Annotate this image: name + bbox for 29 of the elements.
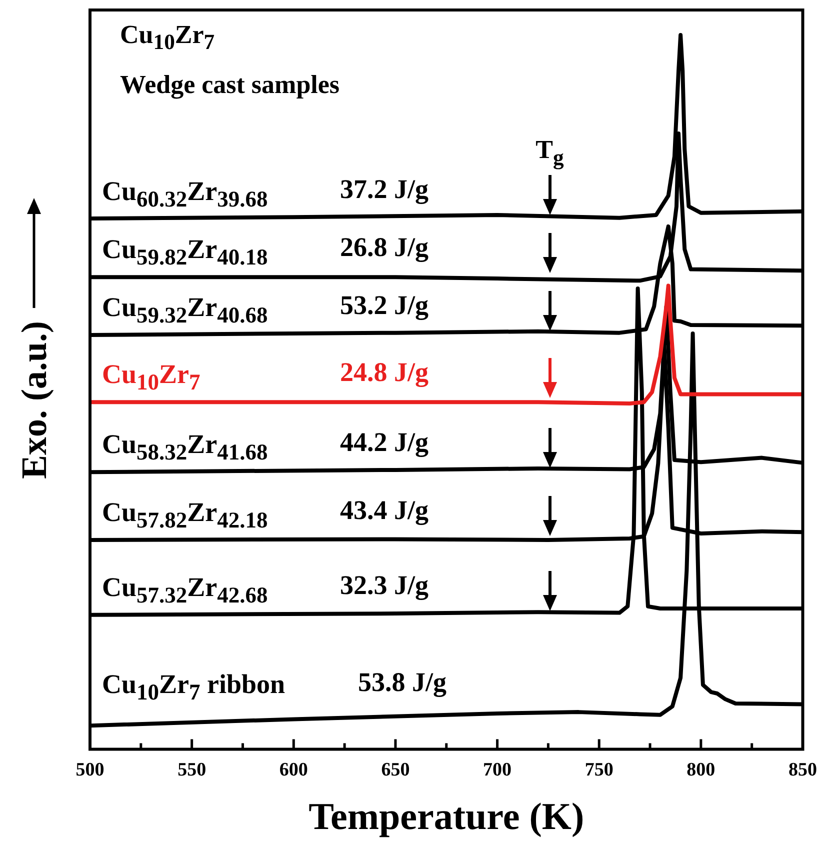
series-label: Cu$_{58.32}$Zr$_{41.68}$ bbox=[102, 429, 268, 465]
series-label: Cu$_{10}$Zr$_{7}$ bbox=[102, 359, 200, 395]
x-tick-label: 750 bbox=[584, 760, 614, 781]
annotation: 43.4 J/g bbox=[340, 494, 429, 525]
series-label: Cu$_{59.32}$Zr$_{40.68}$ bbox=[102, 292, 268, 328]
y-axis-title: Exo. (a.u.) bbox=[14, 320, 54, 479]
x-tick-label: 550 bbox=[178, 760, 206, 781]
x-tick-label: 700 bbox=[483, 760, 512, 781]
annotation: 37.2 J/g bbox=[340, 174, 429, 204]
text: Wedge cast samples bbox=[120, 70, 340, 99]
annotation: 26.8 J/g bbox=[340, 232, 429, 262]
series-label: Cu$_{57.32}$Zr$_{42.68}$ bbox=[102, 572, 268, 608]
series-label: Cu$_{59.82}$Zr$_{40.18}$ bbox=[102, 234, 268, 270]
annotation: 32.3 J/g bbox=[340, 570, 429, 600]
annotation: 53.2 J/g bbox=[340, 290, 429, 320]
annotation: 44.2 J/g bbox=[340, 427, 429, 458]
annotation: 24.8 J/g bbox=[340, 357, 429, 388]
series-label: Cu$_{57.82}$Zr$_{42.18}$ bbox=[102, 497, 268, 532]
series-label: Cu$_{10}$Zr$_{7}$ ribbon bbox=[102, 668, 286, 704]
x-tick-label: 850 bbox=[788, 760, 817, 781]
annotation: 53.8 J/g bbox=[358, 666, 447, 697]
x-axis-title: Temperature (K) bbox=[308, 796, 584, 838]
x-tick-label: 650 bbox=[381, 760, 410, 781]
x-tick-label: 800 bbox=[686, 760, 716, 781]
x-tick-label: 600 bbox=[279, 760, 308, 781]
x-tick-label: 500 bbox=[76, 760, 104, 781]
annotation: T$_{g}$ bbox=[536, 134, 564, 169]
chart-title: Cu$_{10}$Zr$_{7}$ bbox=[120, 20, 215, 54]
legend-label: Cu$_{60.32}$Zr$_{39.68}$ bbox=[102, 176, 268, 212]
